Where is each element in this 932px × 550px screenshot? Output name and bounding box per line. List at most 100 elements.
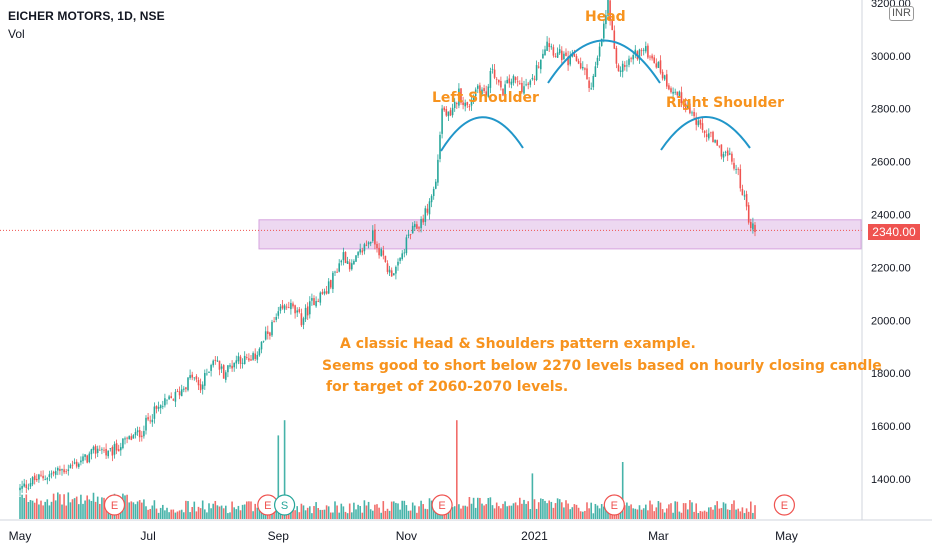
candle-body <box>281 305 284 309</box>
candle-body <box>695 117 697 125</box>
candle-body <box>348 262 351 270</box>
volume-bar <box>689 500 691 519</box>
event-badge-circle <box>274 494 296 516</box>
candle-body <box>615 47 618 64</box>
earnings-event-badge[interactable]: E <box>431 494 453 516</box>
volume-bar <box>256 507 259 519</box>
candle-body <box>739 169 742 189</box>
candle-body <box>359 249 361 253</box>
volume-bar <box>422 504 424 519</box>
candle-body <box>653 57 655 64</box>
candle-body <box>159 405 162 409</box>
candle-body <box>180 389 183 397</box>
volume-bar <box>355 509 357 519</box>
candle-body <box>132 435 135 439</box>
volume-bar <box>726 509 729 519</box>
volume-bar <box>464 505 466 519</box>
earnings-event-badge[interactable]: E <box>603 494 625 516</box>
volume-bar <box>460 508 462 519</box>
candle-body <box>437 159 439 183</box>
volume-bar <box>52 493 55 519</box>
candle-body <box>510 81 513 85</box>
earnings-event-badge[interactable]: E <box>773 494 796 516</box>
volume-bar <box>598 508 601 519</box>
candle-body <box>655 63 658 68</box>
candle-body <box>107 450 109 457</box>
volume-bar <box>745 508 748 519</box>
volume-bar <box>273 508 275 519</box>
candle-body <box>141 435 143 437</box>
volume-bar <box>624 505 626 519</box>
volume-bar <box>588 508 590 519</box>
volume-bar <box>697 513 700 519</box>
candle-body <box>495 78 498 80</box>
candle-body <box>338 263 340 272</box>
volume-bar <box>27 501 30 519</box>
candle-body <box>380 249 382 256</box>
volume-bar <box>220 505 223 519</box>
volume-bar <box>25 494 28 519</box>
candle-body <box>204 372 206 386</box>
candle-body <box>472 96 475 101</box>
volume-bar <box>693 511 695 519</box>
volume-bar <box>340 503 343 519</box>
volume-bar <box>558 499 561 519</box>
candle-body <box>342 252 345 261</box>
support-zone-rect <box>258 219 862 250</box>
volume-bar <box>384 510 387 519</box>
candle-body <box>143 431 145 437</box>
candle-body <box>684 103 687 110</box>
candle-body <box>399 257 401 261</box>
candle-body <box>176 391 179 393</box>
candle-body <box>722 153 725 158</box>
volume-bar <box>737 508 739 519</box>
volume-bar <box>626 502 628 519</box>
split-event-badge[interactable]: S <box>274 494 296 516</box>
candle-body <box>237 356 240 362</box>
volume-bar <box>411 502 414 519</box>
volume-bar <box>380 512 382 519</box>
candle-body <box>94 446 97 454</box>
volume-bar <box>88 499 91 519</box>
candle-body <box>418 227 420 229</box>
volume-bar <box>191 507 193 519</box>
candle-body <box>153 406 156 419</box>
candle-body <box>617 65 620 72</box>
candle-body <box>38 474 40 480</box>
candle-body <box>548 43 550 47</box>
earnings-event-badge[interactable]: E <box>103 494 126 516</box>
volume-bar <box>657 501 660 519</box>
volume-bar <box>96 496 99 519</box>
candle-body <box>401 253 403 260</box>
candle-body <box>174 391 177 402</box>
volume-bar <box>724 503 727 519</box>
event-badge-circle <box>603 494 625 516</box>
volume-bar <box>653 511 655 519</box>
volume-bar <box>178 510 181 519</box>
volume-bar <box>743 513 746 519</box>
volume-bar <box>458 504 460 519</box>
candle-body <box>458 88 460 106</box>
volume-bar <box>359 506 361 519</box>
currency-badge[interactable]: INR <box>889 6 914 21</box>
candle-body <box>435 181 437 189</box>
volume-bar <box>741 507 744 519</box>
volume-bar <box>485 504 487 519</box>
candle-body <box>246 357 248 358</box>
candle-body <box>731 153 733 162</box>
volume-bar <box>550 501 553 519</box>
candle-body <box>388 269 391 273</box>
volume-bar <box>193 501 196 519</box>
candle-body <box>315 301 317 307</box>
candle-body <box>393 273 395 276</box>
volume-bar <box>695 503 697 519</box>
candle-body <box>619 70 622 72</box>
x-tick-label: Sep <box>268 529 290 543</box>
candle-body <box>624 65 626 67</box>
volume-bar <box>750 501 752 519</box>
candle-body <box>208 372 210 373</box>
x-tick-label: 2021 <box>521 529 548 543</box>
volume-bar <box>67 492 70 519</box>
candle-body <box>460 88 462 103</box>
